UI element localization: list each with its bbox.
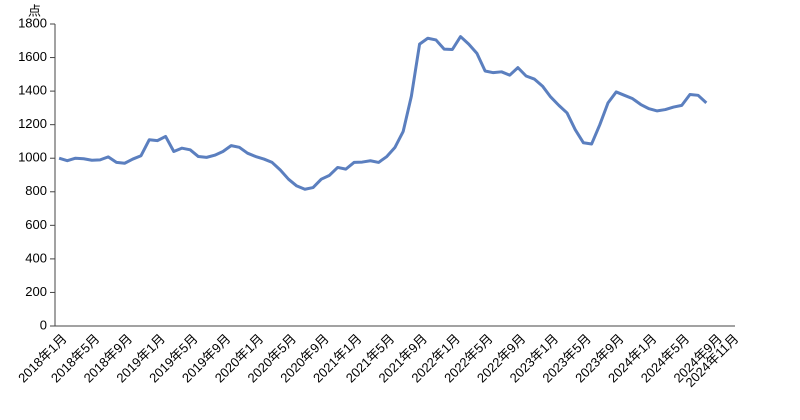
y-tick-label: 1800 bbox=[18, 15, 47, 30]
y-tick-label: 1600 bbox=[18, 49, 47, 64]
y-tick-label: 800 bbox=[25, 183, 47, 198]
y-tick-label: 1400 bbox=[18, 83, 47, 98]
y-tick-label: 0 bbox=[40, 317, 47, 332]
y-tick-label: 1200 bbox=[18, 116, 47, 131]
y-tick-label: 200 bbox=[25, 284, 47, 299]
y-tick-label: 600 bbox=[25, 217, 47, 232]
y-unit: 点 bbox=[28, 3, 41, 18]
y-tick-label: 1000 bbox=[18, 150, 47, 165]
data-line bbox=[58, 35, 708, 191]
y-tick-label: 400 bbox=[25, 250, 47, 265]
